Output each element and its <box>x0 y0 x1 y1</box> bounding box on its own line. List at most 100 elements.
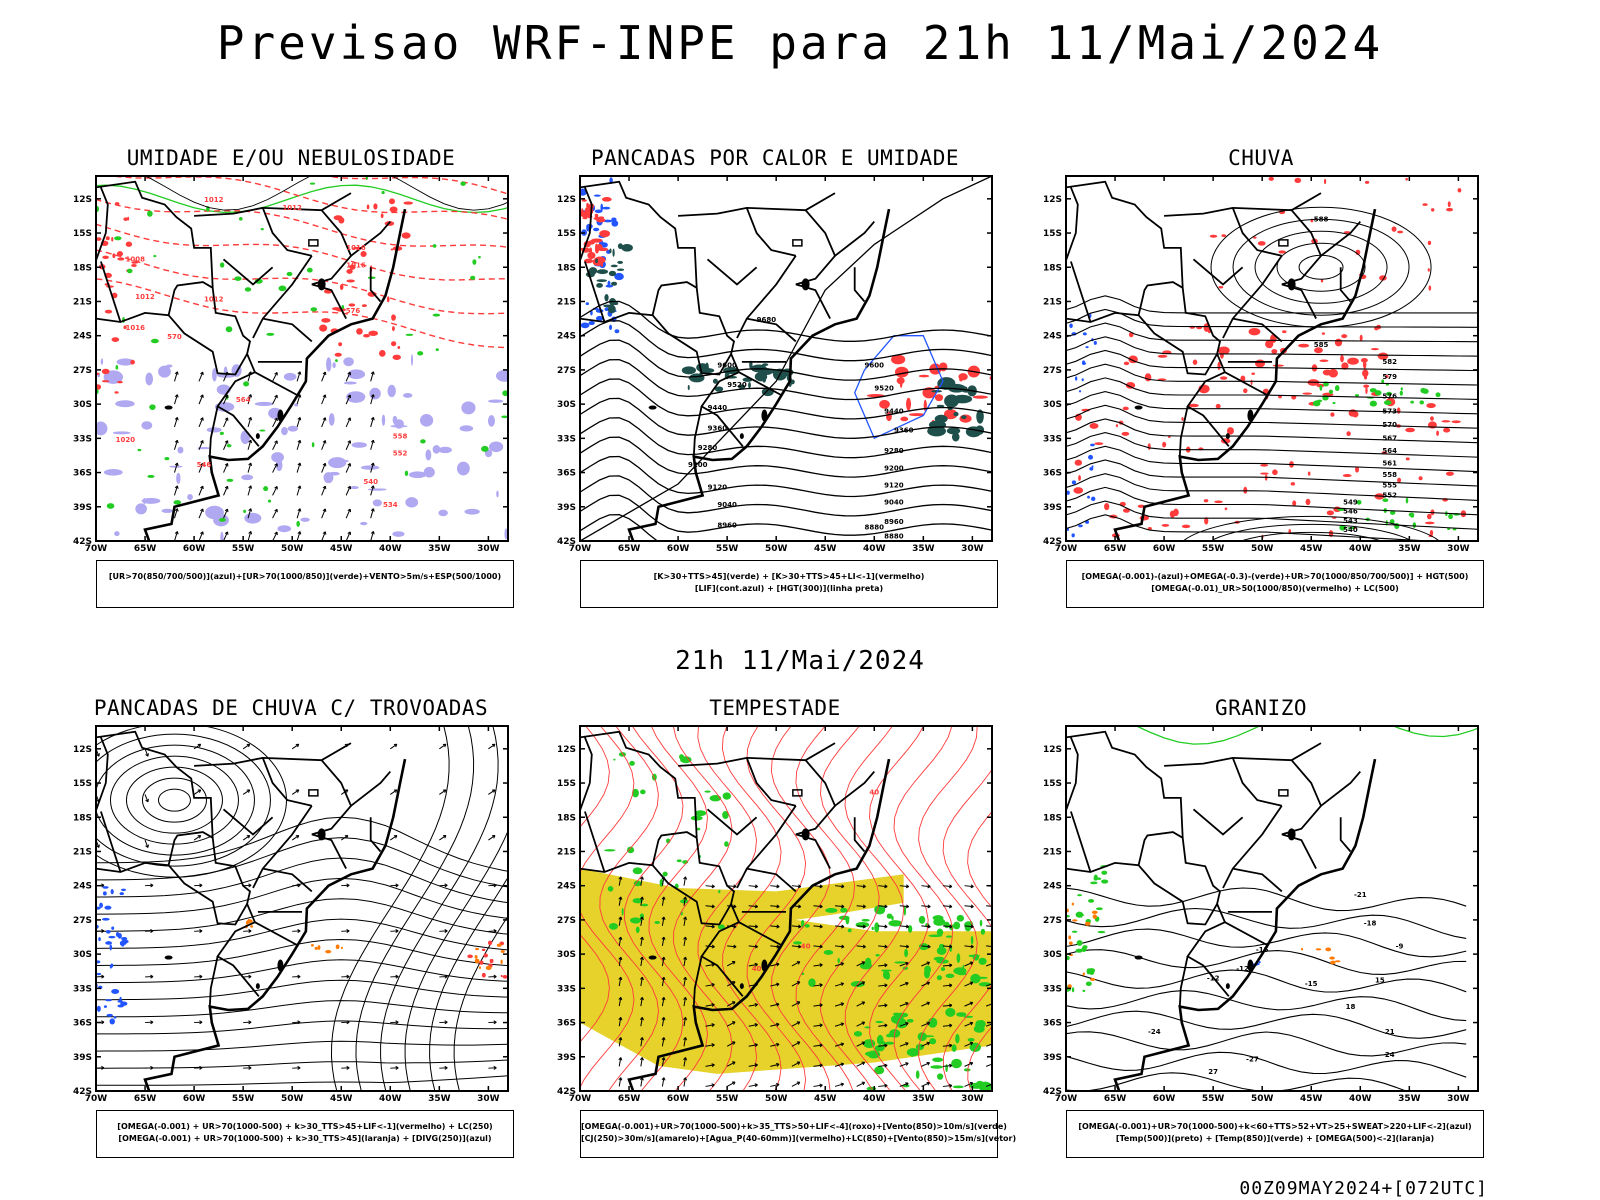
wind-vector <box>618 936 623 941</box>
rain-red-area <box>1360 357 1368 363</box>
divergence-blue-area <box>121 937 128 941</box>
wind-vector <box>683 1037 687 1047</box>
wind-vector <box>791 945 801 948</box>
wind-vector <box>878 1044 888 1047</box>
x-tick-label: 30W <box>477 544 500 554</box>
wind850-green-area <box>871 926 874 931</box>
divergence-blue-area <box>110 889 114 895</box>
red-cluster <box>391 314 396 321</box>
y-tick-label: 18S <box>557 813 576 823</box>
lif-blue-area <box>594 209 603 214</box>
wind-vector <box>247 508 252 519</box>
x-tick-label: 65W <box>1104 544 1127 554</box>
wind-vector <box>796 1081 801 1086</box>
temp500-contour <box>1066 907 1467 939</box>
y-tick-label: 27S <box>557 366 576 376</box>
plot-area <box>96 726 508 1091</box>
rain-red-area <box>1319 359 1329 363</box>
kindex-teal-area <box>616 268 625 271</box>
streamline <box>96 1020 508 1035</box>
temp500-contour <box>1066 1031 1467 1057</box>
omega-orange-area <box>1067 984 1072 989</box>
storm-orange-area <box>311 944 314 947</box>
border-line <box>96 861 248 926</box>
wind-vector <box>618 977 622 987</box>
kindex-teal-area <box>975 425 985 435</box>
flow-arrow <box>101 1065 105 1070</box>
y-tick-label: 15S <box>73 229 92 239</box>
wind-vector <box>272 509 278 519</box>
streamline <box>355 726 475 1091</box>
wind-vector <box>322 371 327 376</box>
wind-vector <box>640 997 643 1007</box>
wind-vector <box>322 394 327 398</box>
y-tick-label: 24S <box>73 332 92 342</box>
wind-vector <box>840 1042 845 1047</box>
flow-arrow <box>488 789 496 795</box>
wind-vector <box>683 896 687 906</box>
wind-vector <box>878 984 888 987</box>
contour-label: 1016 <box>346 244 366 252</box>
green-cluster <box>219 431 224 435</box>
wind-vector <box>921 945 931 948</box>
humidity-lavender-area <box>223 366 228 377</box>
red-cluster <box>368 330 379 336</box>
wind-vector <box>969 1021 974 1026</box>
green-cluster <box>173 500 182 505</box>
wind-vector <box>224 463 229 467</box>
wind-vector <box>942 1004 952 1007</box>
flow-arrow <box>145 798 149 803</box>
wind850-green-area <box>888 920 903 927</box>
y-tick-label: 30S <box>73 400 92 410</box>
wind-vector <box>878 1064 888 1067</box>
lake-mark <box>648 405 657 410</box>
wind-vector <box>297 439 302 444</box>
border-line <box>350 771 391 807</box>
wind850-green-area <box>945 1064 948 1073</box>
rain-red-area <box>1218 286 1224 289</box>
contour-label: 546 <box>197 461 212 469</box>
rain-red-area <box>1384 375 1389 379</box>
humidity-lavender-area <box>495 369 508 382</box>
y-tick-label: 39S <box>73 503 92 513</box>
wind-vector <box>921 885 931 888</box>
wind-vector <box>813 925 823 928</box>
red-cluster <box>373 203 378 210</box>
border-line <box>369 817 382 853</box>
flow-arrow <box>395 1020 399 1025</box>
wind-vector <box>174 439 179 444</box>
wind-vector <box>921 1062 930 1067</box>
wind-vector <box>223 486 229 496</box>
contour-label: 540 <box>1343 526 1358 534</box>
kindex-teal-area <box>961 415 967 420</box>
wind-vector <box>754 1043 758 1047</box>
contour-label: 1012 <box>204 295 224 303</box>
wind-vector <box>200 531 204 535</box>
wind-vector <box>223 531 229 541</box>
rain-red-area <box>1424 521 1435 525</box>
wind-vector <box>726 961 736 967</box>
hgt300-contour <box>580 397 992 439</box>
streamline <box>1254 230 1388 304</box>
flow-arrow <box>444 1065 448 1070</box>
wind-vector <box>748 1084 758 1087</box>
red-cluster <box>117 380 123 384</box>
x-tick-label: 60W <box>1153 544 1176 554</box>
instability-red-area <box>934 394 944 402</box>
wind850-green-area <box>676 859 682 863</box>
wind-vector <box>899 1062 909 1067</box>
wind-vector <box>884 1023 888 1028</box>
wind-vector <box>770 983 780 987</box>
y-tick-label: 42S <box>1043 1087 1062 1097</box>
lif-blue-area <box>614 272 624 281</box>
wind-vector <box>711 924 715 929</box>
wind-vector <box>791 981 801 987</box>
humidity-lavender-area <box>277 525 292 533</box>
humidity-lavender-area <box>367 488 387 491</box>
panel-title: PANCADAS DE CHUVA C/ TROVOADAS <box>93 696 489 720</box>
wind-vector <box>878 945 888 948</box>
x-tick-label: 35W <box>912 1094 935 1104</box>
red-cluster <box>116 251 123 257</box>
lif-blue-area <box>609 324 613 330</box>
